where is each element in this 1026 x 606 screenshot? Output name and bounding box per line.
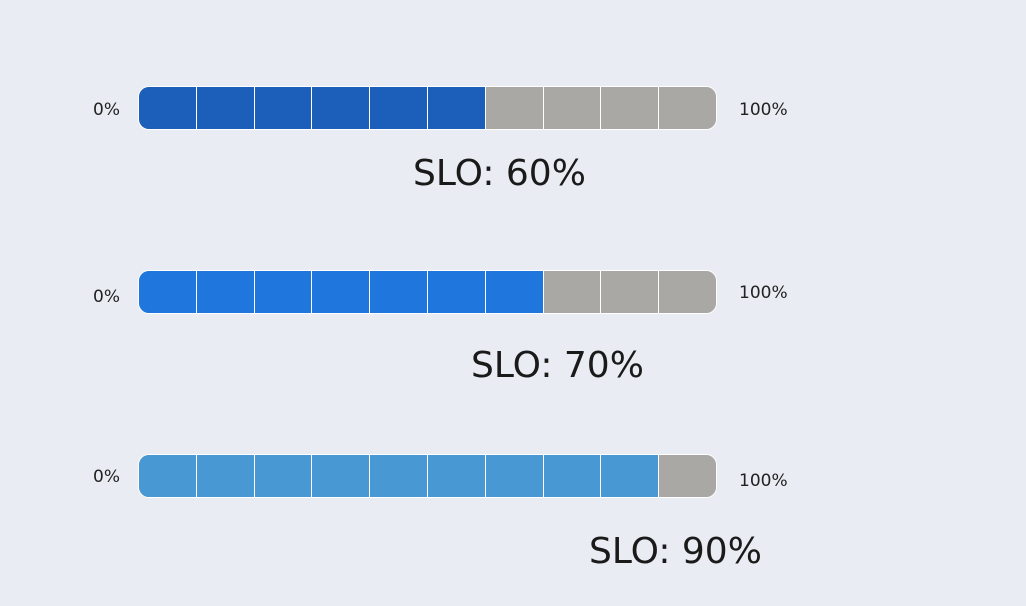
bar-segment-filled: [254, 271, 313, 313]
bar-segment-filled: [427, 271, 486, 313]
bar-segment-empty: [543, 87, 602, 129]
segmented-progress-bar: [138, 454, 717, 498]
meter-min-label: 0%: [93, 100, 120, 120]
bar-segment-filled: [427, 455, 486, 497]
bar-segment-filled: [370, 87, 428, 129]
bar-segment-filled: [370, 271, 428, 313]
slo-label: SLO: 90%: [589, 531, 762, 572]
bar-segment-filled: [312, 455, 371, 497]
bar-segment-empty: [601, 87, 660, 129]
bar-segment-filled: [427, 87, 486, 129]
bar-segment-filled: [370, 455, 428, 497]
slo-meter-70: 0% 100% SLO: 70%: [0, 270, 1026, 400]
slo-label: SLO: 60%: [413, 153, 586, 194]
bar-segment-empty: [659, 455, 716, 497]
bar-segment-filled: [196, 271, 255, 313]
bar-segment-empty: [659, 271, 716, 313]
bar-segment-empty: [543, 271, 602, 313]
bar-segment-filled: [196, 455, 255, 497]
bar-segment-filled: [485, 455, 544, 497]
bar-segment-filled: [601, 455, 660, 497]
bar-segment-filled: [196, 87, 255, 129]
meter-max-label: 100%: [739, 471, 788, 491]
meter-max-label: 100%: [739, 283, 788, 303]
bar-segment-filled: [485, 271, 544, 313]
slo-meter-90: 0% 100% SLO: 90%: [0, 454, 1026, 584]
bar-segment-filled: [312, 87, 371, 129]
meter-min-label: 0%: [93, 467, 120, 487]
bar-segment-filled: [254, 455, 313, 497]
meter-max-label: 100%: [739, 100, 788, 120]
bar-segment-filled: [543, 455, 602, 497]
bar-segment-filled: [139, 87, 197, 129]
bar-segment-filled: [139, 271, 197, 313]
slo-meter-60: 0% 100% SLO: 60%: [0, 86, 1026, 216]
bar-segment-empty: [601, 271, 660, 313]
bar-segment-filled: [139, 455, 197, 497]
slo-label: SLO: 70%: [471, 345, 644, 386]
bar-segment-empty: [659, 87, 716, 129]
bar-segment-filled: [312, 271, 371, 313]
segmented-progress-bar: [138, 86, 717, 130]
bar-segment-filled: [254, 87, 313, 129]
segmented-progress-bar: [138, 270, 717, 314]
meter-min-label: 0%: [93, 287, 120, 307]
bar-segment-empty: [485, 87, 544, 129]
